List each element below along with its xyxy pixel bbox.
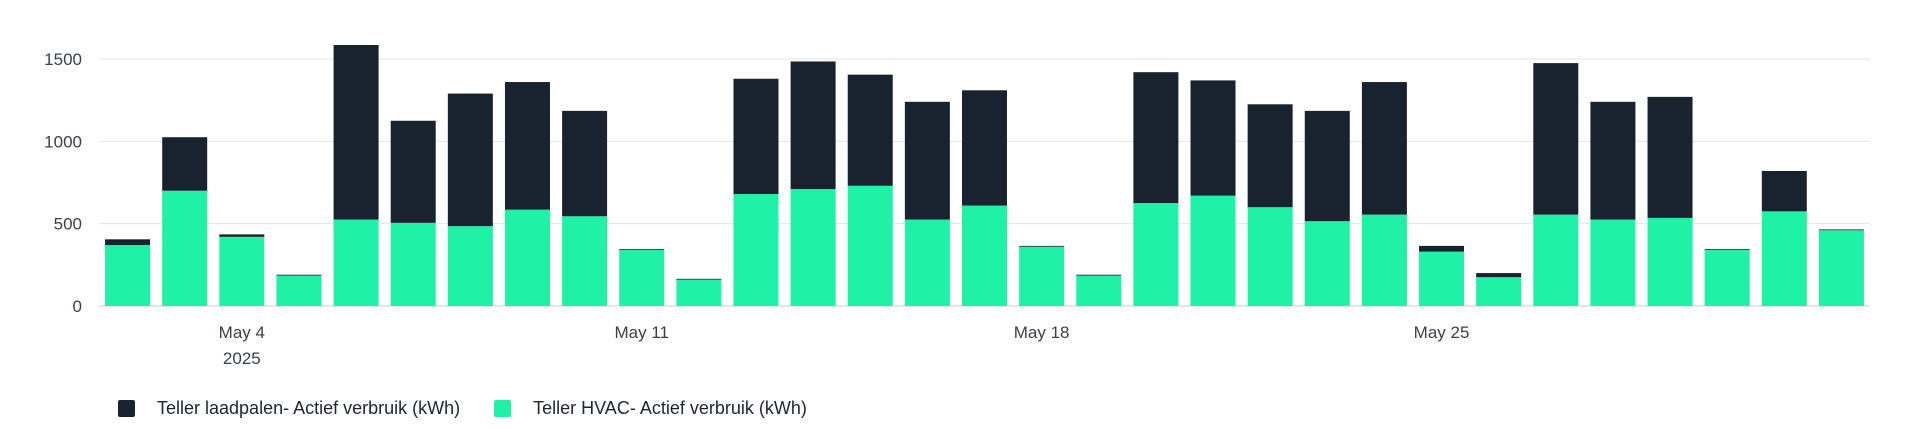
bar-laadpalen-2025-05-20[interactable] xyxy=(1133,72,1179,204)
bar-laadpalen-2025-05-06[interactable] xyxy=(333,45,379,220)
bar-hvac-2025-05-31[interactable] xyxy=(1761,211,1807,306)
bar-hvac-2025-05-11[interactable] xyxy=(619,250,665,306)
x-tick-label-2025-05-18: May 18 xyxy=(1014,323,1070,342)
legend-swatch-hvac xyxy=(494,399,512,417)
bar-hvac-2025-05-27[interactable] xyxy=(1533,214,1579,306)
bar-laadpalen-2025-05-12[interactable] xyxy=(676,278,722,280)
bar-hvac-2025-05-10[interactable] xyxy=(562,216,608,306)
bar-laadpalen-2025-05-23[interactable] xyxy=(1304,110,1350,222)
bar-hvac-2025-05-05[interactable] xyxy=(276,275,322,306)
bar-laadpalen-2025-05-27[interactable] xyxy=(1533,63,1579,215)
bar-laadpalen-2025-05-26[interactable] xyxy=(1476,273,1522,278)
bar-hvac-2025-06-01[interactable] xyxy=(1818,230,1864,306)
bar-hvac-2025-05-28[interactable] xyxy=(1590,219,1636,306)
bar-laadpalen-2025-05-31[interactable] xyxy=(1761,170,1807,212)
bar-hvac-2025-05-08[interactable] xyxy=(447,226,493,306)
bar-laadpalen-2025-05-05[interactable] xyxy=(276,274,322,276)
bar-hvac-2025-05-09[interactable] xyxy=(504,209,550,306)
bar-hvac-2025-05-25[interactable] xyxy=(1419,251,1465,306)
bar-hvac-2025-05-06[interactable] xyxy=(333,219,379,306)
bar-laadpalen-2025-05-15[interactable] xyxy=(847,74,893,186)
legend-item-laadpalen[interactable]: Teller laadpalen- Actief verbruik (kWh) xyxy=(118,398,460,419)
bar-laadpalen-2025-05-08[interactable] xyxy=(447,93,493,227)
bar-laadpalen-2025-05-09[interactable] xyxy=(504,82,550,210)
bar-hvac-2025-05-20[interactable] xyxy=(1133,203,1179,306)
bar-laadpalen-2025-05-29[interactable] xyxy=(1647,96,1693,218)
bar-laadpalen-2025-05-25[interactable] xyxy=(1419,245,1465,252)
x-tick-label-2025-05-11: May 11 xyxy=(614,323,669,342)
bar-laadpalen-2025-05-02[interactable] xyxy=(105,239,151,246)
axis-labels: 0 500 1000 1500 May 4 2025 May 11 May 18 May 25 xyxy=(44,50,1469,368)
y-tick-label-0: 0 xyxy=(73,297,82,316)
bar-hvac-2025-05-16[interactable] xyxy=(904,219,950,306)
bar-hvac-2025-05-26[interactable] xyxy=(1476,277,1522,306)
bar-hvac-2025-05-19[interactable] xyxy=(1076,275,1122,306)
bar-hvac-2025-05-13[interactable] xyxy=(733,194,779,306)
bar-hvac-2025-05-14[interactable] xyxy=(790,189,836,306)
legend-swatch-laadpalen xyxy=(118,399,135,417)
bar-hvac-2025-05-02[interactable] xyxy=(105,245,151,306)
x-tick-label-2025-05-04-year: 2025 xyxy=(223,349,261,368)
stacked-bar-chart: 0 500 1000 1500 May 4 2025 May 11 May 18 May 25 xyxy=(44,45,1870,368)
bar-hvac-2025-05-24[interactable] xyxy=(1361,214,1407,306)
bar-hvac-2025-05-22[interactable] xyxy=(1247,207,1293,306)
bar-laadpalen-2025-05-30[interactable] xyxy=(1704,249,1750,251)
bar-hvac-2025-05-29[interactable] xyxy=(1647,217,1693,306)
bar-laadpalen-2025-05-18[interactable] xyxy=(1019,245,1065,247)
bar-laadpalen-2025-05-07[interactable] xyxy=(390,120,436,223)
bar-hvac-2025-05-03[interactable] xyxy=(162,190,208,306)
bar-hvac-2025-05-30[interactable] xyxy=(1704,250,1750,306)
x-tick-label-2025-05-25: May 25 xyxy=(1414,323,1470,342)
bar-laadpalen-2025-06-01[interactable] xyxy=(1818,229,1864,231)
bar-hvac-2025-05-12[interactable] xyxy=(676,279,722,306)
bar-laadpalen-2025-05-17[interactable] xyxy=(962,90,1007,206)
bar-laadpalen-2025-05-22[interactable] xyxy=(1247,104,1293,208)
bar-hvac-2025-05-04[interactable] xyxy=(219,236,265,306)
legend-item-hvac[interactable]: Teller HVAC- Actief verbruik (kWh) xyxy=(494,398,807,419)
bar-laadpalen-2025-05-14[interactable] xyxy=(790,61,836,190)
bar-laadpalen-2025-05-04[interactable] xyxy=(219,234,265,237)
bar-laadpalen-2025-05-19[interactable] xyxy=(1076,274,1122,276)
legend-label-laadpalen: Teller laadpalen- Actief verbruik (kWh) xyxy=(157,397,461,418)
bar-laadpalen-2025-05-28[interactable] xyxy=(1590,101,1636,220)
bar-laadpalen-2025-05-11[interactable] xyxy=(619,249,665,251)
y-tick-label-500: 500 xyxy=(54,215,82,234)
bar-hvac-2025-05-15[interactable] xyxy=(847,185,893,306)
y-tick-label-1500: 1500 xyxy=(44,50,82,69)
bar-laadpalen-2025-05-16[interactable] xyxy=(904,101,950,220)
legend-label-hvac: Teller HVAC- Actief verbruik (kWh) xyxy=(533,397,807,418)
bar-hvac-2025-05-07[interactable] xyxy=(390,222,436,306)
bar-hvac-2025-05-17[interactable] xyxy=(962,205,1007,306)
bar-hvac-2025-05-18[interactable] xyxy=(1019,246,1065,306)
bar-laadpalen-2025-05-24[interactable] xyxy=(1361,82,1407,215)
bar-hvac-2025-05-23[interactable] xyxy=(1304,221,1350,306)
legend: Teller laadpalen- Actief verbruik (kWh) … xyxy=(118,393,807,423)
bar-hvac-2025-05-21[interactable] xyxy=(1190,195,1236,306)
bar-laadpalen-2025-05-03[interactable] xyxy=(162,137,208,191)
bar-laadpalen-2025-05-21[interactable] xyxy=(1190,80,1236,196)
bar-laadpalen-2025-05-10[interactable] xyxy=(562,110,608,217)
y-tick-label-1000: 1000 xyxy=(44,132,82,151)
bar-laadpalen-2025-05-13[interactable] xyxy=(733,78,779,195)
bars xyxy=(105,45,1864,306)
x-tick-label-2025-05-04: May 4 xyxy=(219,323,265,342)
